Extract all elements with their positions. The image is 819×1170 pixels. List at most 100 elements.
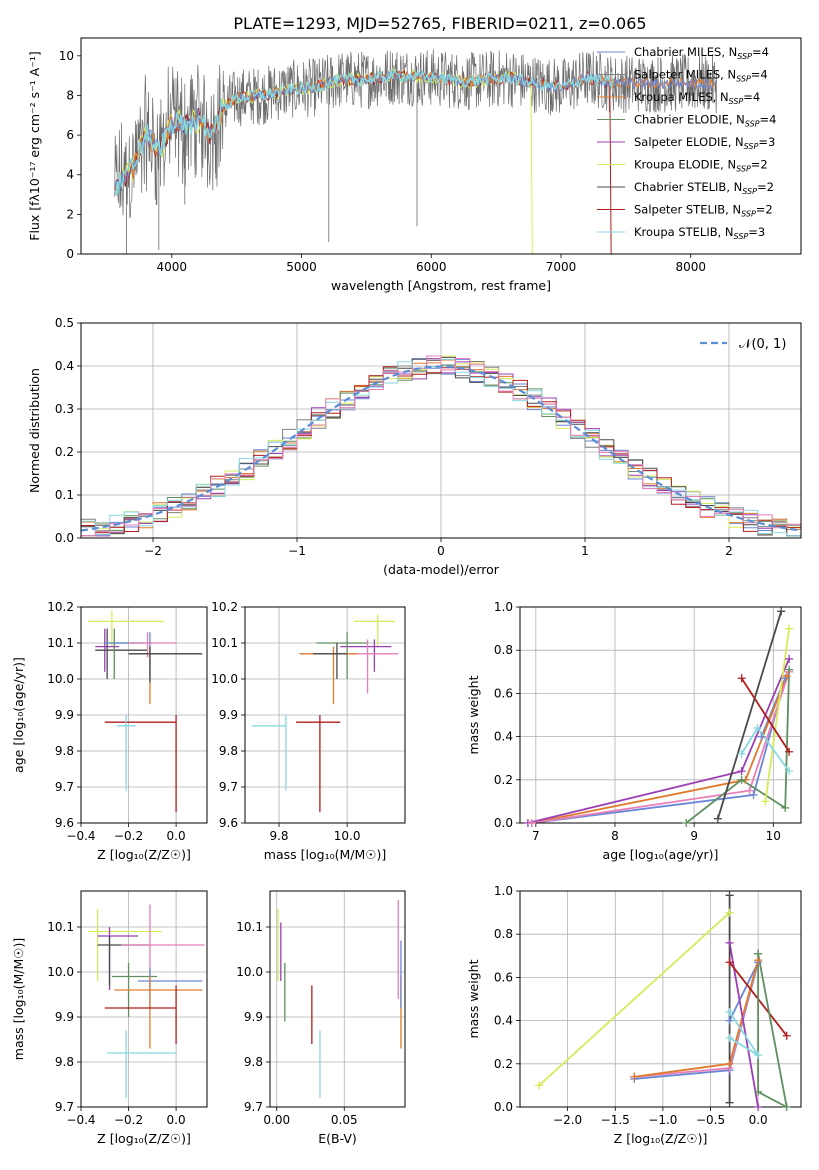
legend-label: Chabrier MILES, NSSP=4 xyxy=(634,45,769,61)
x-tick-label: 0.00 xyxy=(263,1113,290,1127)
weight-marker xyxy=(785,654,794,663)
y-tick-label: 0 xyxy=(66,247,74,261)
figure-title: PLATE=1293, MJD=52765, FIBERID=0211, z=0… xyxy=(233,14,646,33)
weight-marker xyxy=(725,1059,734,1068)
axes-frame xyxy=(519,890,802,1108)
y-tick-label: 9.6 xyxy=(219,816,238,830)
x-axis-label: Z [log₁₀(Z/Z☉)] xyxy=(97,1131,191,1146)
spectrum-legend: Chabrier MILES, NSSP=4 Salpeter MILES, NS… xyxy=(597,45,776,241)
weight-marker xyxy=(535,1081,544,1090)
y-tick-label: 0.4 xyxy=(494,730,513,744)
axes-frame xyxy=(80,890,208,1108)
x-axis-label: age [log₁₀(age/yr)] xyxy=(603,847,719,862)
x-tick-label: 0.05 xyxy=(331,1113,358,1127)
y-tick-label: 9.9 xyxy=(55,708,74,722)
normal-curve xyxy=(81,365,801,532)
weight-marker xyxy=(781,803,790,812)
weight-marker xyxy=(682,819,691,827)
y-tick-label: 0.4 xyxy=(55,359,74,373)
x-axis-label: Z [log₁₀(Z/Z☉)] xyxy=(97,847,191,862)
legend-label: Kroupa MILES, NSSP=4 xyxy=(634,90,760,106)
plot-area xyxy=(88,610,203,813)
y-tick-label: 10.0 xyxy=(47,965,74,979)
x-tick-label: −1 xyxy=(288,544,306,558)
y-axis-label: Flux [fλ10⁻¹⁷ erg cm⁻² s⁻¹ A⁻¹] xyxy=(27,51,42,240)
weight-marker xyxy=(782,1103,791,1111)
x-axis-label: Z [log₁₀(Z/Z☉)] xyxy=(614,1131,708,1146)
model-salpeter-stelib xyxy=(114,69,612,254)
x-tick-label: 9 xyxy=(690,829,698,843)
y-tick-label: 10.2 xyxy=(47,600,74,614)
y-tick-label: 0.5 xyxy=(55,316,74,330)
axes-frame xyxy=(80,37,802,255)
y-axis-label: mass weight xyxy=(466,959,481,1038)
weight-marker xyxy=(713,814,722,823)
weight-line xyxy=(531,677,787,823)
x-tick-label: 0 xyxy=(437,544,445,558)
y-tick-label: 9.7 xyxy=(55,780,74,794)
y-tick-label: 9.9 xyxy=(55,1010,74,1024)
y-tick-label: 0.8 xyxy=(494,927,513,941)
weight-marker xyxy=(527,819,536,827)
panel-weight-vs-Z: −2.0 −1.5 −1.0 −0.5 0.0 0.0 0.2 0.4 0.6 0.8 1.0 Z [… xyxy=(466,884,802,1146)
weight-marker xyxy=(725,891,734,900)
x-tick-label: 2 xyxy=(725,544,733,558)
weight-line xyxy=(717,611,783,819)
weight-marker xyxy=(749,790,758,799)
x-axis-label: E(B-V) xyxy=(318,1131,357,1146)
x-tick-label: 7000 xyxy=(546,260,577,274)
weight-marker xyxy=(785,767,794,776)
y-tick-label: 10.1 xyxy=(236,920,263,934)
weight-line xyxy=(740,677,790,753)
weight-marker xyxy=(782,672,791,681)
x-tick-label: 0.0 xyxy=(749,1113,768,1127)
panel-mass-vs-ebv: 0.00 0.05 9.7 9.8 9.9 10.0 10.1 E(B-V) xyxy=(236,890,406,1146)
x-tick-label: −1.5 xyxy=(601,1113,630,1127)
weight-marker xyxy=(737,674,746,683)
legend-label: Kroupa ELODIE, NSSP=2 xyxy=(634,158,768,174)
weight-line xyxy=(531,671,790,823)
x-tick-label: 0.0 xyxy=(167,829,186,843)
x-tick-label: 10 xyxy=(766,829,781,843)
weight-line xyxy=(764,628,790,802)
legend-label: Chabrier STELIB, NSSP=2 xyxy=(634,180,774,196)
x-axis-label: (data-model)/error xyxy=(383,562,500,577)
x-tick-label: 7 xyxy=(532,829,540,843)
weight-marker xyxy=(725,1016,734,1025)
weight-line xyxy=(531,675,788,823)
weight-marker xyxy=(754,949,763,958)
y-tick-label: 2 xyxy=(66,207,74,221)
weight-marker xyxy=(725,1098,734,1107)
legend-label: Kroupa STELIB, NSSP=3 xyxy=(634,225,765,241)
plot-area xyxy=(527,611,790,823)
x-tick-label: −0.2 xyxy=(114,829,143,843)
y-tick-label: 10.1 xyxy=(47,636,74,650)
y-tick-label: 10.0 xyxy=(236,965,263,979)
y-tick-label: 9.7 xyxy=(55,1100,74,1114)
weight-marker xyxy=(725,908,734,917)
panel-residuals: −2 −1 0 1 2 0.0 0.1 0.2 0.3 0.4 0.5 (data-model)/er… xyxy=(27,316,802,577)
y-axis-label: age [log₁₀(age/yr)] xyxy=(11,657,26,773)
weight-marker xyxy=(737,775,746,784)
y-tick-label: 9.9 xyxy=(244,1010,263,1024)
plot-area xyxy=(81,355,801,537)
weight-marker xyxy=(753,723,762,732)
weight-marker xyxy=(725,958,734,967)
weight-marker xyxy=(754,1051,763,1060)
weight-marker xyxy=(737,767,746,776)
legend-label: 𝒩(0, 1) xyxy=(739,337,786,352)
y-tick-label: 10.1 xyxy=(47,920,74,934)
panel-age-vs-mass: 9.8 10.0 9.6 9.7 9.8 9.9 10.0 10.1 10.2 mass [log… xyxy=(211,600,406,862)
model-kroupa-stelib xyxy=(114,68,614,196)
x-tick-label: 4000 xyxy=(157,260,188,274)
plot-area xyxy=(88,904,205,1098)
weight-marker xyxy=(757,732,766,741)
y-axis-label: Normed distribution xyxy=(27,368,42,493)
x-tick-label: −0.4 xyxy=(66,829,95,843)
panel-spectrum: 4000 5000 6000 7000 8000 0 2 4 6 8 10 wavelength [A… xyxy=(27,37,802,293)
weight-marker xyxy=(725,938,734,947)
panel-weight-vs-age: 7 8 9 10 0.0 0.2 0.4 0.6 0.8 1.0 age [log₁₀(age/yr… xyxy=(466,600,802,862)
y-tick-label: 10.2 xyxy=(211,600,238,614)
y-tick-label: 0.4 xyxy=(494,1014,513,1028)
